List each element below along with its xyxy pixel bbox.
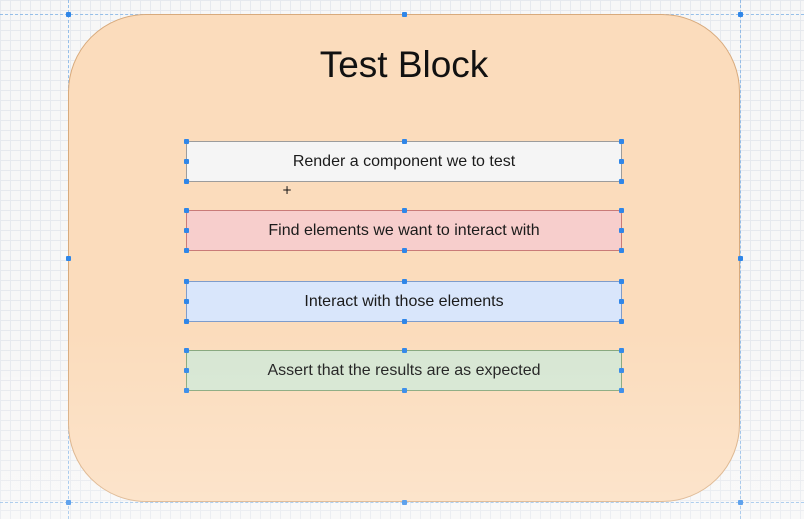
step-resize-handle[interactable] — [402, 319, 407, 324]
step-resize-handle[interactable] — [184, 139, 189, 144]
container-resize-handle[interactable] — [738, 500, 743, 505]
step-resize-handle[interactable] — [619, 299, 624, 304]
step-resize-handle[interactable] — [402, 279, 407, 284]
step-resize-handle[interactable] — [184, 368, 189, 373]
step-resize-handle[interactable] — [619, 279, 624, 284]
step-resize-handle[interactable] — [619, 139, 624, 144]
step-resize-handle[interactable] — [184, 279, 189, 284]
step-resize-handle[interactable] — [184, 248, 189, 253]
step-resize-handle[interactable] — [184, 299, 189, 304]
step-resize-handle[interactable] — [184, 348, 189, 353]
step-resize-handle[interactable] — [402, 208, 407, 213]
container-resize-handle[interactable] — [66, 256, 71, 261]
container-resize-handle[interactable] — [402, 12, 407, 17]
step-resize-handle[interactable] — [619, 208, 624, 213]
step-resize-handle[interactable] — [184, 208, 189, 213]
step-label: Find elements we want to interact with — [268, 221, 540, 239]
step-assert-results[interactable]: Assert that the results are as expected — [186, 350, 622, 391]
step-resize-handle[interactable] — [619, 388, 624, 393]
step-label: Assert that the results are as expected — [267, 361, 541, 379]
step-resize-handle[interactable] — [619, 319, 624, 324]
container-resize-handle[interactable] — [402, 500, 407, 505]
step-resize-handle[interactable] — [619, 159, 624, 164]
step-resize-handle[interactable] — [619, 248, 624, 253]
diagram-title: Test Block — [319, 44, 489, 85]
step-resize-handle[interactable] — [184, 388, 189, 393]
test-block-container[interactable] — [68, 14, 740, 502]
step-resize-handle[interactable] — [184, 159, 189, 164]
container-resize-handle[interactable] — [738, 12, 743, 17]
step-resize-handle[interactable] — [402, 348, 407, 353]
step-resize-handle[interactable] — [184, 179, 189, 184]
step-resize-handle[interactable] — [619, 228, 624, 233]
step-resize-handle[interactable] — [184, 319, 189, 324]
step-resize-handle[interactable] — [402, 388, 407, 393]
step-resize-handle[interactable] — [619, 348, 624, 353]
container-resize-handle[interactable] — [738, 256, 743, 261]
step-label: Render a component we to test — [292, 152, 516, 170]
step-resize-handle[interactable] — [619, 368, 624, 373]
step-resize-handle[interactable] — [619, 179, 624, 184]
crosshair-cursor-icon: + — [282, 183, 293, 197]
container-resize-handle[interactable] — [66, 12, 71, 17]
container-resize-handle[interactable] — [66, 500, 71, 505]
step-interact[interactable]: Interact with those elements — [186, 281, 622, 322]
step-resize-handle[interactable] — [402, 139, 407, 144]
step-label: Interact with those elements — [304, 292, 504, 310]
step-resize-handle[interactable] — [402, 248, 407, 253]
step-resize-handle[interactable] — [184, 228, 189, 233]
step-find-elements[interactable]: Find elements we want to interact with — [186, 210, 622, 251]
step-render-component[interactable]: Render a component we to test — [186, 141, 622, 182]
